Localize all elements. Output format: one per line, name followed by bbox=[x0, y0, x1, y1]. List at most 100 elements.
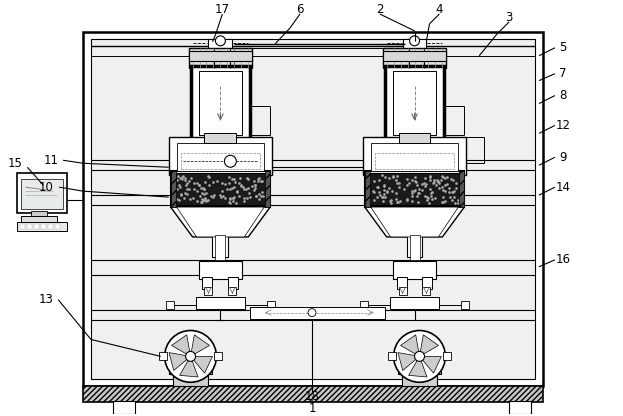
Text: 18: 18 bbox=[305, 390, 320, 403]
Circle shape bbox=[394, 330, 445, 382]
Bar bbox=[83, 386, 543, 402]
Bar bbox=[374, 154, 454, 169]
Bar bbox=[389, 297, 439, 309]
Bar bbox=[189, 48, 252, 68]
Bar bbox=[204, 134, 236, 144]
Polygon shape bbox=[191, 357, 212, 373]
Bar bbox=[48, 224, 53, 229]
Bar bbox=[55, 224, 60, 229]
Circle shape bbox=[186, 352, 196, 362]
Bar bbox=[159, 352, 167, 360]
Circle shape bbox=[409, 36, 419, 46]
Bar bbox=[169, 366, 212, 374]
Bar bbox=[41, 224, 46, 229]
Bar bbox=[171, 171, 176, 207]
Bar bbox=[173, 372, 209, 386]
Bar bbox=[369, 173, 460, 205]
Bar bbox=[459, 171, 464, 207]
Text: 11: 11 bbox=[44, 154, 59, 167]
Bar bbox=[212, 235, 229, 257]
Bar bbox=[509, 401, 531, 414]
Bar bbox=[17, 222, 67, 231]
Bar bbox=[461, 301, 469, 309]
Text: 3: 3 bbox=[505, 11, 513, 25]
Bar bbox=[229, 277, 239, 289]
Bar bbox=[176, 144, 264, 171]
Bar bbox=[388, 352, 396, 360]
Bar bbox=[399, 287, 407, 295]
Bar bbox=[402, 372, 437, 386]
Polygon shape bbox=[176, 207, 264, 237]
Bar bbox=[83, 32, 543, 386]
Text: 9: 9 bbox=[559, 151, 566, 164]
Polygon shape bbox=[398, 353, 419, 371]
Circle shape bbox=[224, 155, 236, 167]
Polygon shape bbox=[171, 207, 270, 237]
Text: 16: 16 bbox=[555, 253, 571, 266]
Bar bbox=[383, 48, 447, 68]
Polygon shape bbox=[171, 335, 191, 357]
Bar bbox=[216, 235, 226, 260]
Polygon shape bbox=[401, 335, 419, 357]
Polygon shape bbox=[371, 207, 459, 237]
Bar bbox=[31, 211, 47, 218]
Polygon shape bbox=[419, 335, 439, 357]
Polygon shape bbox=[364, 207, 464, 237]
Text: 15: 15 bbox=[8, 157, 23, 170]
Polygon shape bbox=[169, 353, 191, 371]
Bar bbox=[199, 71, 242, 135]
Circle shape bbox=[308, 309, 316, 317]
Bar bbox=[397, 277, 407, 289]
Bar bbox=[171, 171, 270, 207]
Text: 4: 4 bbox=[435, 3, 443, 17]
Bar bbox=[209, 39, 232, 49]
Bar bbox=[397, 366, 442, 374]
Bar bbox=[229, 287, 236, 295]
Polygon shape bbox=[191, 335, 209, 357]
Text: 10: 10 bbox=[39, 181, 54, 194]
Bar bbox=[422, 287, 430, 295]
Bar bbox=[91, 39, 535, 379]
Polygon shape bbox=[419, 357, 442, 373]
Bar bbox=[402, 39, 427, 49]
Circle shape bbox=[164, 330, 216, 382]
Bar bbox=[181, 154, 260, 169]
Bar bbox=[189, 51, 252, 61]
Bar bbox=[364, 171, 464, 207]
Bar bbox=[202, 277, 212, 289]
Polygon shape bbox=[179, 357, 198, 377]
Text: 6: 6 bbox=[297, 3, 304, 17]
Text: 17: 17 bbox=[215, 3, 230, 17]
Bar bbox=[267, 301, 275, 309]
Bar bbox=[363, 137, 466, 175]
Text: 1: 1 bbox=[308, 401, 316, 415]
Bar bbox=[214, 352, 222, 360]
Bar bbox=[392, 261, 437, 279]
Bar bbox=[383, 51, 447, 61]
Bar bbox=[169, 137, 272, 175]
Bar bbox=[364, 171, 369, 207]
Bar bbox=[196, 297, 245, 309]
Bar bbox=[34, 224, 39, 229]
Bar bbox=[27, 224, 32, 229]
Bar bbox=[21, 224, 26, 229]
Bar bbox=[444, 352, 452, 360]
Bar bbox=[174, 173, 266, 205]
Bar bbox=[265, 171, 270, 207]
Bar bbox=[17, 173, 67, 213]
Bar bbox=[409, 235, 419, 260]
Bar bbox=[113, 401, 135, 414]
Circle shape bbox=[414, 352, 424, 362]
Bar bbox=[166, 301, 174, 309]
Text: 2: 2 bbox=[376, 3, 383, 17]
Bar bbox=[21, 216, 57, 223]
Bar bbox=[371, 144, 459, 171]
Bar bbox=[204, 287, 212, 295]
Text: 8: 8 bbox=[559, 89, 566, 102]
Text: 13: 13 bbox=[39, 293, 54, 306]
Bar bbox=[384, 66, 444, 140]
Bar bbox=[21, 179, 63, 209]
Circle shape bbox=[216, 36, 226, 46]
Text: 5: 5 bbox=[559, 41, 566, 54]
Bar bbox=[250, 307, 384, 319]
